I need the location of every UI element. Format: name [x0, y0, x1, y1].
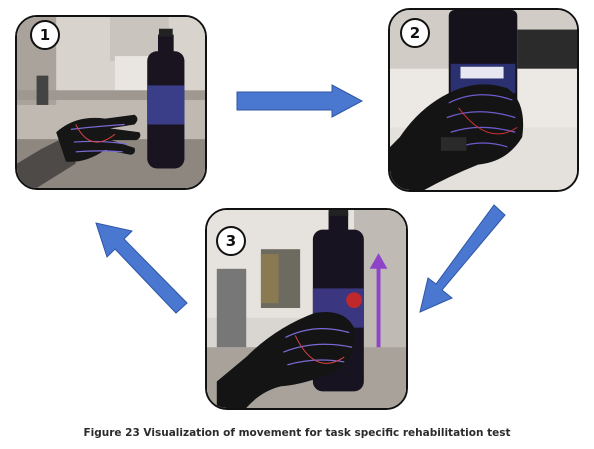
flow-arrow-up-left-icon — [95, 222, 188, 314]
flow-arrow-down-left-icon — [419, 204, 506, 313]
step-1-badge: 1 — [30, 20, 60, 50]
upward-motion-arrow-icon — [369, 253, 388, 348]
figure-caption: Figure 23 Visualization of movement for … — [83, 427, 511, 439]
step-2-badge: 2 — [400, 18, 430, 48]
step-1-photo — [15, 15, 207, 190]
step-3-badge: 3 — [216, 226, 246, 256]
flow-arrow-right-icon — [236, 84, 364, 118]
